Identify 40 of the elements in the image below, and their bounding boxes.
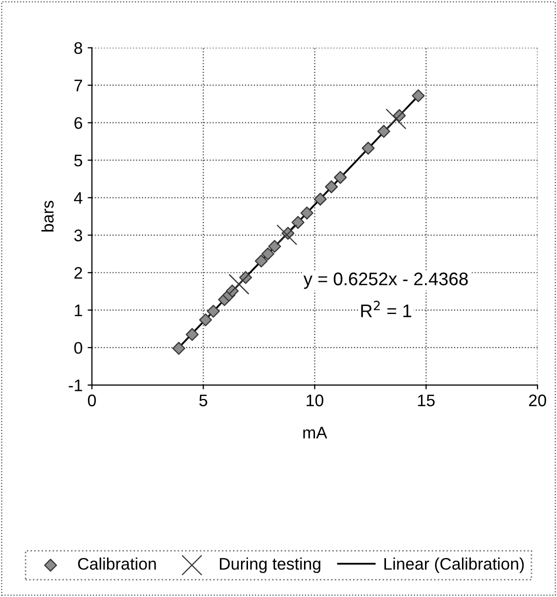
point bbox=[292, 216, 304, 229]
legend-label: During testing bbox=[220, 558, 320, 574]
x-tick-label: 5 bbox=[199, 394, 208, 406]
point bbox=[228, 274, 250, 295]
y-tick-label: 2 bbox=[74, 267, 82, 279]
annotation: R$^{2}$ = 1 bbox=[361, 300, 412, 318]
y-tick-label: 5 bbox=[74, 154, 82, 166]
y-tick-label: 3 bbox=[74, 230, 82, 242]
point bbox=[186, 328, 199, 341]
annotation: y = 0.6252x - 2.4368 bbox=[303, 272, 468, 289]
point bbox=[199, 313, 212, 326]
point bbox=[324, 180, 338, 194]
point bbox=[362, 142, 375, 155]
legend-label: Calibration bbox=[78, 558, 156, 570]
x-tick-label: 20 bbox=[529, 394, 546, 406]
legend-label: Linear (Calibration) bbox=[384, 558, 524, 574]
point bbox=[314, 192, 327, 206]
y-tick-label: 6 bbox=[74, 117, 82, 129]
x-axis-title: mA bbox=[303, 426, 328, 438]
y-tick-label: 4 bbox=[74, 192, 82, 204]
point bbox=[206, 304, 220, 318]
point bbox=[268, 240, 282, 253]
y-tick-label: -1 bbox=[68, 380, 82, 392]
point bbox=[412, 89, 425, 102]
x-tick-label: 15 bbox=[418, 394, 435, 406]
point bbox=[300, 206, 314, 220]
point bbox=[172, 342, 186, 355]
point bbox=[276, 224, 298, 246]
y-tick-label: 7 bbox=[74, 80, 82, 92]
y-axis-title: bars bbox=[41, 200, 54, 232]
point bbox=[377, 124, 390, 138]
point bbox=[261, 247, 274, 260]
y-tick-label: 1 bbox=[74, 304, 82, 316]
x-tick-label: 10 bbox=[306, 394, 324, 406]
y-tick-label: 0 bbox=[74, 342, 82, 354]
point bbox=[334, 170, 347, 184]
y-tick-label: 8 bbox=[74, 42, 82, 54]
point bbox=[254, 254, 268, 268]
x-tick-label: 0 bbox=[88, 394, 96, 406]
point bbox=[386, 108, 406, 130]
